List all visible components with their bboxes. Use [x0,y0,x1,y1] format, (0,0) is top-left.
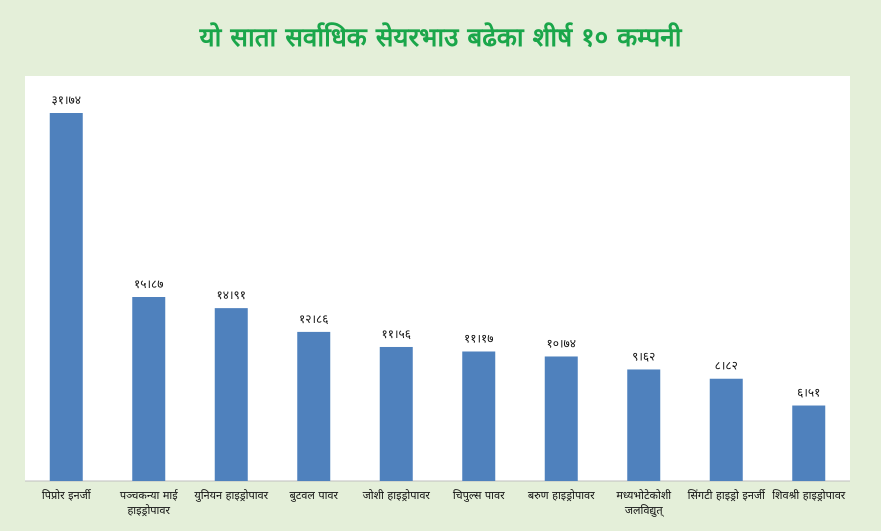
bar [214,308,248,481]
category-tick-label: सिंगटी हाइड्रो इनर्जी [687,489,765,502]
data-label: ९।६२ [632,349,655,363]
bar [709,378,743,481]
category-tick-label: शिवश्री हाइड्रोपावर [772,489,846,502]
category-tick-label: बुटवल पावर [289,489,339,502]
data-label: १२।८६ [299,312,329,326]
data-label: ११।५६ [381,327,411,341]
data-label: १४।९१ [216,288,246,302]
category-tick-label: पिप्रोर इनर्जी [41,489,91,502]
data-label: ८।८२ [715,359,738,373]
data-label: १०।७४ [546,336,576,350]
data-label: १५।८७ [134,277,164,291]
category-tick-label: युनियन हाइड्रोपावर [194,489,269,502]
category-tick-label: पञ्चकन्या माई हाइड्रोपावर [119,489,178,517]
bar [462,351,496,481]
data-label: ३१।७४ [51,93,81,107]
bar [49,113,83,481]
data-label: ६।५१ [797,386,820,400]
category-tick-label: बरुण हाइड्रोपावर [527,489,595,502]
bar [544,356,578,481]
category-tick-label: चिपुल्स पावर [452,489,505,502]
bar [792,405,826,481]
category-tick-label: जोशी हाइड्रोपावर [362,489,430,502]
bar [297,331,331,481]
bar [627,369,661,481]
bar [379,346,413,481]
data-label: ११।१७ [464,331,494,345]
category-tick-label: मध्यभोटेकोशी जलविद्युत् [616,489,672,517]
chart-title: यो साता सर्वाधिक सेयरभाउ बढेका शीर्ष १० … [199,23,682,53]
bar [132,297,166,481]
